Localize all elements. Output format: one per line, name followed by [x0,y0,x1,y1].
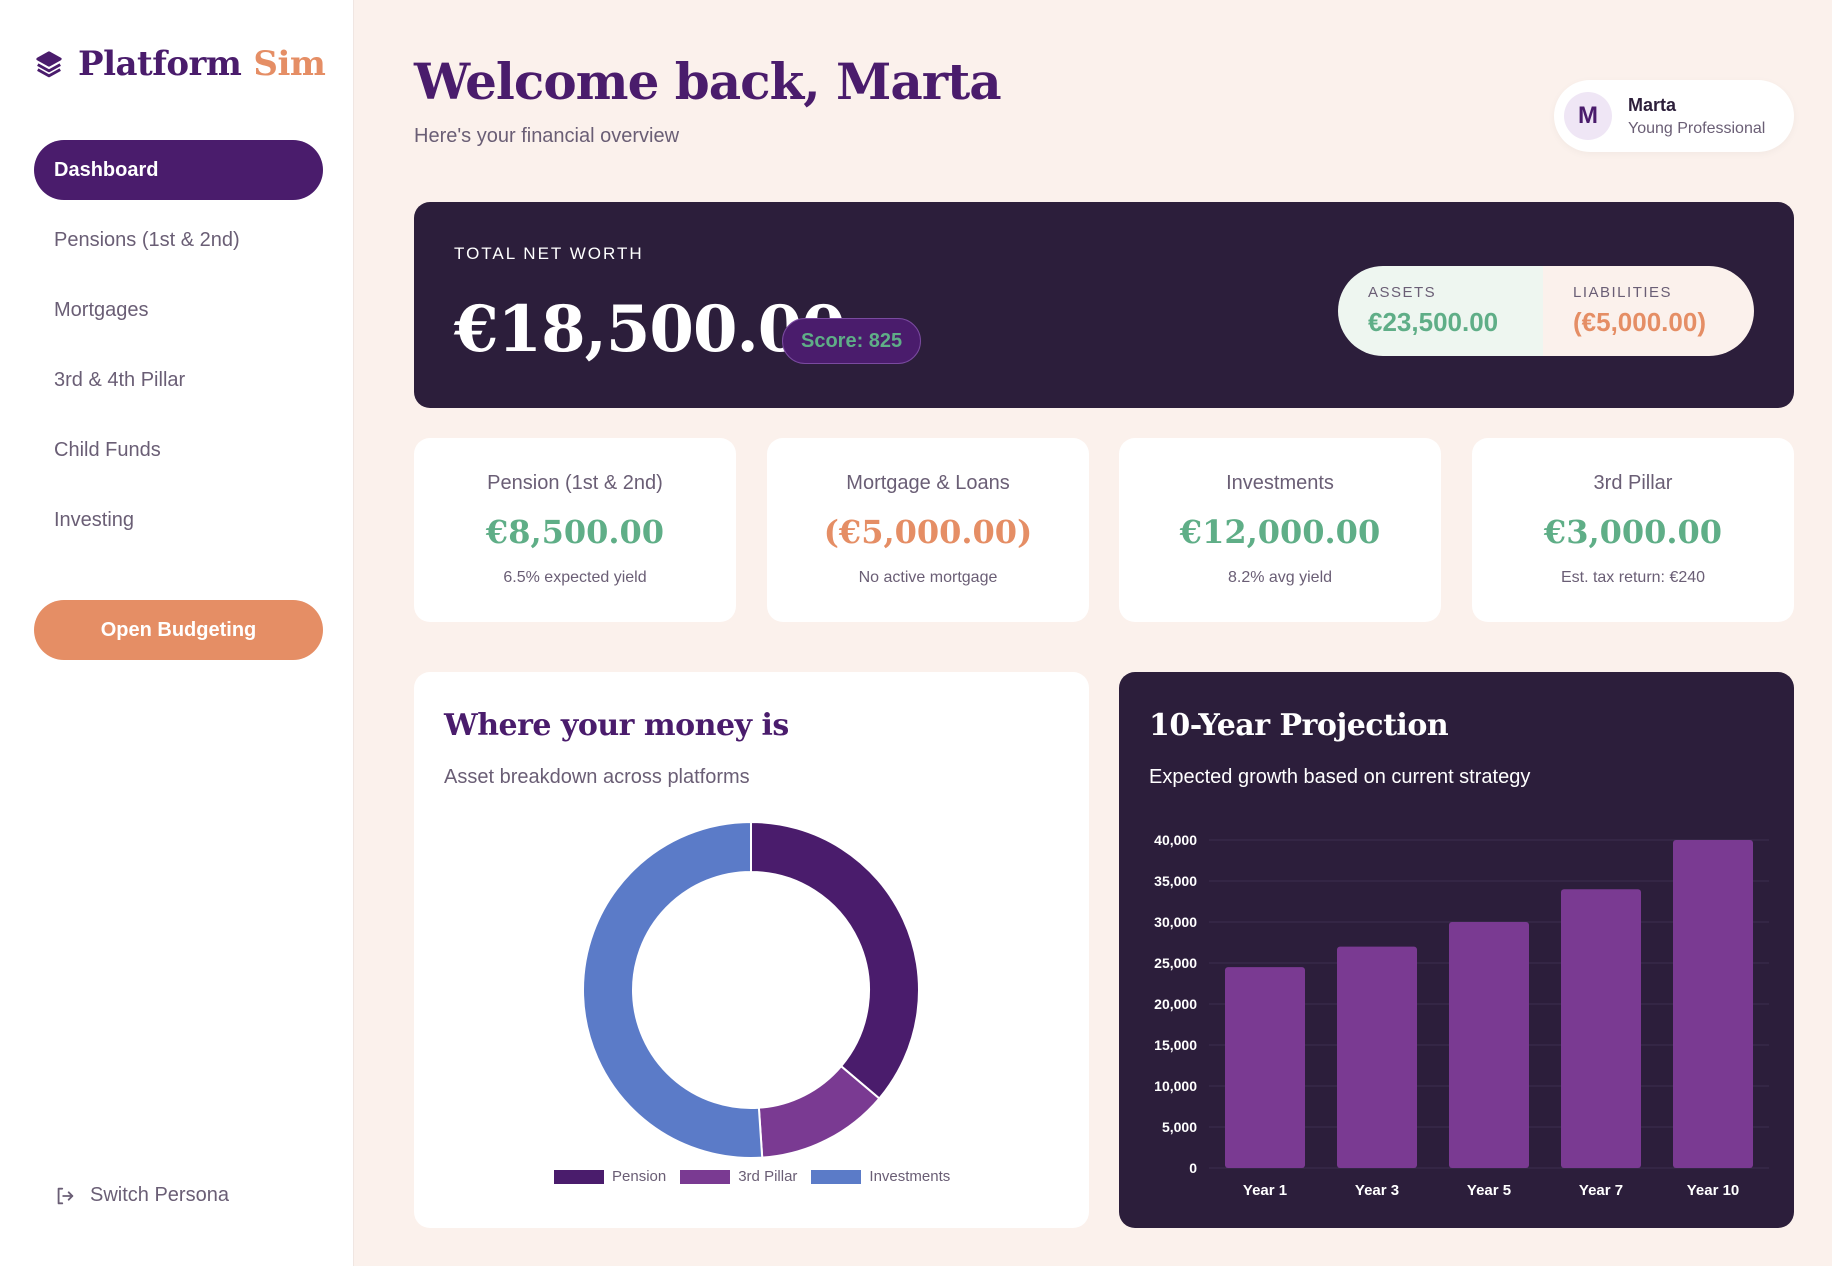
asset-breakdown-subtitle: Asset breakdown across platforms [444,766,750,788]
net-worth-value: €18,500.00 [454,292,846,367]
asset-breakdown-title: Where your money is [444,708,789,743]
sidebar-item-3rd-4th-pillar[interactable]: 3rd & 4th Pillar [54,368,186,391]
net-worth-label: TOTAL NET WORTH [454,244,644,263]
liabilities-section: LIABILITIES (€5,000.00) [1543,266,1754,356]
x-tick-label: Year 5 [1467,1182,1511,1199]
liabilities-value: (€5,000.00) [1573,307,1706,337]
projection-bar-chart: 0 5,000 10,000 15,000 20,000 25,000 30,000 35,0… [1154,832,1769,1199]
y-tick-label: 15,000 [1154,1037,1197,1053]
asset-breakdown-panel: Where your money is Asset breakdown acro… [414,672,1089,1228]
legend-item-pension[interactable]: Pension [554,1168,666,1185]
legend-item-investments[interactable]: Investments [811,1168,950,1185]
x-tick-label: Year 7 [1579,1182,1623,1199]
sidebar-item-pensions[interactable]: Pensions (1st & 2nd) [54,228,240,251]
bar-year-7[interactable] [1561,889,1641,1168]
x-tick-label: Year 3 [1355,1182,1399,1199]
switch-persona-label: Switch Persona [90,1184,229,1206]
stat-value: €12,000.00 [1179,513,1381,551]
open-budgeting-button[interactable]: Open Budgeting [34,600,323,660]
legend-swatch [811,1169,862,1184]
donut-chart [582,820,920,1159]
legend-label: 3rd Pillar [738,1168,798,1185]
liabilities-label: LIABILITIES [1573,284,1673,301]
stat-card-mortgage[interactable]: Mortgage & Loans (€5,000.00) No active m… [767,438,1089,622]
brand-logo[interactable]: Platform Sim [34,44,326,84]
legend-item-3rd-pillar[interactable]: 3rd Pillar [680,1168,797,1185]
brand-accent: Sim [253,44,326,84]
stat-value: €8,500.00 [485,513,665,551]
donut-legend: Pension 3rd Pillar Investments [554,1168,964,1185]
legend-swatch [554,1169,604,1184]
x-tick-label: Year 1 [1243,1182,1287,1199]
sidebar-item-investing[interactable]: Investing [54,508,135,531]
legend-label: Investments [869,1168,951,1185]
bar-year-1[interactable] [1225,967,1305,1168]
stat-card-pension[interactable]: Pension (1st & 2nd) €8,500.00 6.5% expec… [414,438,736,622]
stat-note: 8.2% avg yield [1227,569,1333,586]
projection-title: 10-Year Projection [1149,708,1449,743]
sidebar-item-dashboard[interactable]: Dashboard [34,140,323,200]
user-role: Young Professional [1628,119,1766,137]
stat-title: Investments [1226,472,1334,494]
legend-swatch [680,1169,731,1184]
stat-note: 6.5% expected yield [503,569,647,586]
y-tick-label: 20,000 [1154,996,1197,1012]
y-tick-label: 30,000 [1154,914,1197,930]
stat-title: 3rd Pillar [1593,472,1673,494]
y-tick-label: 0 [1189,1160,1197,1176]
brand-name: Platform [78,44,242,84]
donut-slice-pension[interactable] [750,820,920,1100]
x-tick-label: Year 10 [1687,1182,1740,1199]
bar-year-10[interactable] [1673,840,1753,1168]
user-name: Marta [1628,94,1677,115]
stat-note: Est. tax return: €240 [1560,569,1706,586]
sidebar: Platform Sim Dashboard Pensions (1st & 2… [0,0,354,1266]
stat-value: (€5,000.00) [823,513,1033,551]
sidebar-item-mortgages[interactable]: Mortgages [54,298,149,321]
donut-slice-investments[interactable] [582,820,764,1159]
stat-card-investments[interactable]: Investments €12,000.00 8.2% avg yield [1119,438,1441,622]
bar-year-3[interactable] [1337,946,1417,1168]
assets-liabilities-pill: ASSETS €23,500.00 LIABILITIES (€5,000.00… [1338,266,1754,356]
net-worth-card: TOTAL NET WORTH €18,500.00 Score: 825 AS… [414,202,1794,408]
assets-value: €23,500.00 [1368,307,1499,337]
stat-title: Pension (1st & 2nd) [487,472,663,494]
projection-subtitle: Expected growth based on current strateg… [1149,766,1531,788]
projection-panel: 10-Year Projection Expected growth based… [1119,672,1794,1228]
user-profile-chip[interactable]: M Marta Young Professional [1554,80,1794,152]
sidebar-nav: Dashboard Pensions (1st & 2nd) Mortgages… [34,140,323,560]
bar-year-5[interactable] [1449,922,1529,1168]
y-tick-label: 25,000 [1154,955,1197,971]
page-subtitle: Here's your financial overview [414,125,680,147]
legend-label: Pension [612,1168,667,1185]
assets-section: ASSETS €23,500.00 [1338,266,1543,356]
sidebar-item-child-funds[interactable]: Child Funds [54,438,161,461]
stat-value: €3,000.00 [1543,513,1723,551]
stat-title: Mortgage & Loans [846,472,1010,494]
switch-persona-button[interactable]: Switch Persona [54,1184,229,1207]
y-tick-label: 5,000 [1162,1119,1197,1135]
avatar: M [1564,92,1612,140]
logout-icon [57,1187,74,1204]
layers-icon [36,51,62,78]
assets-label: ASSETS [1368,284,1437,301]
page-title: Welcome back, Marta [414,52,1002,111]
y-tick-label: 40,000 [1154,832,1197,848]
y-tick-label: 10,000 [1154,1078,1197,1094]
stat-card-3rd-pillar[interactable]: 3rd Pillar €3,000.00 Est. tax return: €2… [1472,438,1794,622]
y-tick-label: 35,000 [1154,873,1197,889]
stat-note: No active mortgage [858,569,998,586]
score-badge: Score: 825 [782,318,922,364]
